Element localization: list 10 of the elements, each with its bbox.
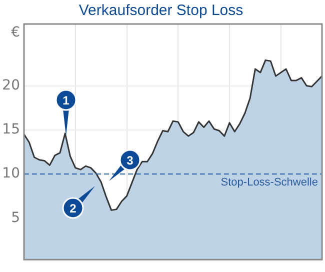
- chart-title: Verkaufsorder Stop Loss: [78, 2, 244, 20]
- y-axis-title: €: [11, 24, 20, 41]
- annotation: 3: [126, 153, 134, 168]
- y-tick-label: 20: [2, 77, 20, 94]
- y-tick-label: 15: [2, 122, 20, 138]
- ref-line-label: Stop-Loss-Schwelle: [220, 176, 318, 189]
- y-tick-label: 5: [11, 210, 20, 226]
- y-tick-label: 10: [2, 166, 20, 182]
- annotation: 2: [70, 201, 77, 216]
- annotation: 1: [62, 93, 70, 108]
